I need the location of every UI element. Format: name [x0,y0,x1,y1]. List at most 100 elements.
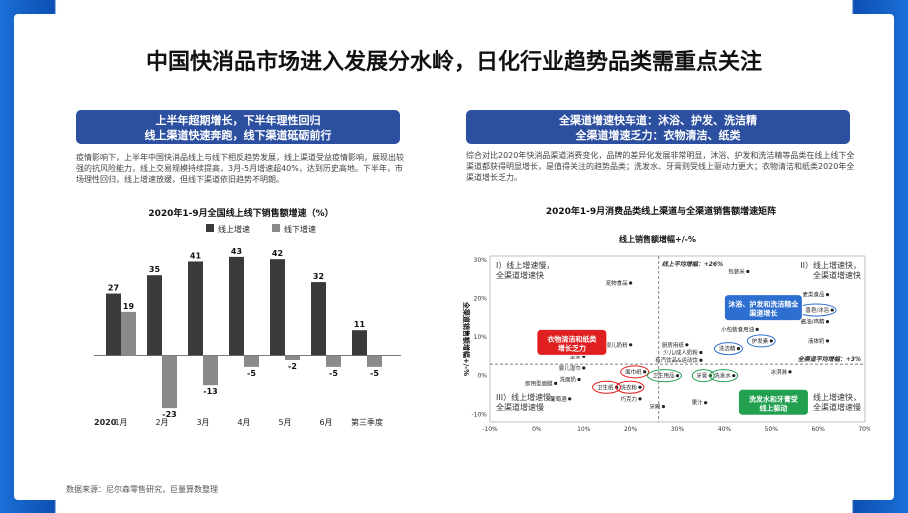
callout-bottom-box [737,388,809,416]
bar-offline [162,355,177,409]
matrix-point-label: 卫生用品 [652,372,675,380]
bar-offline [326,355,341,367]
bar-offline [367,355,382,367]
matrix-point [568,397,572,401]
bar-category-label: 4月 [237,418,250,427]
bar-value-label: 32 [313,272,324,281]
bar-offline [244,355,259,367]
online-average-label: 线上平均增幅：+26% [662,260,723,268]
highlight-ring [647,369,682,383]
matrix-point [661,404,666,409]
matrix-point-label: 香皂/沐浴 [805,306,829,314]
matrix-point [788,370,792,374]
callout-top-line2: 渠道增长 [748,309,778,318]
matrix-point [746,269,750,274]
matrix-y-tick: -10% [471,411,487,418]
bar-value-label: 35 [149,265,161,274]
bar-category-label: 2月 [155,418,168,427]
matrix-point [732,374,736,378]
bar-online [311,282,326,356]
legend-swatch-online [206,224,214,232]
bar-online [188,261,203,356]
matrix-y-tick: 0% [477,373,487,380]
bar-category-label: 5月 [278,418,291,427]
matrix-point-label: 洗发水 [714,372,731,380]
matrix-x-axis-title: 线上销售额增幅+/-% [619,234,696,244]
bar-value-label: -5 [247,369,256,378]
matrix-x-tick: 40% [718,426,732,433]
matrix-point-label: 面巾纸 [625,368,642,376]
matrix-point-label: 洗面奶 [560,376,577,384]
bar-value-label: 11 [354,320,366,329]
matrix-point-label: 坚果 [570,352,582,360]
quadrant-2-label-line1: II）线上增速快， [800,260,861,270]
highlight-ring [691,369,715,383]
slide-page: 中国快消品市场进入发展分水岭，日化行业趋势品类需重点关注 上半年超期增长，下半年… [14,14,894,500]
bar-online [352,330,367,356]
matrix-point [685,343,689,347]
right-box-line1: 全渠道增速快车道：沐浴、护发、洗洁精 [559,114,757,127]
bar-value-label: 41 [190,251,202,260]
omni-average-label: 全渠道平均增幅：+3% [798,355,861,363]
highlight-ring [713,342,743,356]
bar-value-label: 42 [272,249,283,258]
callout-bottom-line2: 线上驱动 [759,403,787,412]
matrix-y-tick: 20% [474,295,488,302]
matrix-point [582,366,586,370]
bar-year-label: 2020 [94,418,117,427]
quadrant-1-label-line2: 全渠道增速快 [496,270,544,280]
matrix-point [638,385,642,389]
matrix-x-tick: 60% [811,426,825,433]
matrix-x-tick: 20% [624,426,638,433]
matrix-point-label: 牙膏 [696,372,708,380]
bar-offline [121,311,136,356]
matrix-point-label: 酱油/鸡精 [801,318,825,326]
callout-top-line1: 沐浴、护发和洗洁精全 [728,300,799,309]
matrix-point [699,358,703,362]
left-box-line2: 线上渠道快速奔跑，线下渠道砥砺前行 [144,129,332,142]
matrix-chart-title: 2020年1-9月消费品类线上渠道与全渠道销售额增速矩阵 [545,207,777,217]
matrix-point [675,374,680,378]
matrix-x-tick: -10% [482,426,498,433]
matrix-point-label: 果汁 [692,399,704,407]
page-title: 中国快消品市场进入发展分水岭，日化行业趋势品类需重点关注 [145,50,762,75]
legend-label-online: 线上增速 [218,224,250,234]
bar-value-label: 43 [231,247,242,256]
matrix-point [825,320,830,324]
callout-left-line1: 衣物清洁和纸类 [547,334,597,343]
highlight-ring [592,380,622,394]
quadrant-3-label-line2: 全渠道增速慢 [496,402,544,412]
quadrant-4-label-line1: IV）线上增速快， [797,392,861,402]
matrix-point-label: 洗衣粉 [620,383,637,391]
highlight-ring [746,334,776,348]
left-summary-box: 上半年超期增长，下半年理性回归 线上渠道快速奔跑，线下渠道砥砺前行 [76,110,400,144]
callout-top-box [723,294,803,322]
quadrant-3-label-line1: III）线上增速慢， [496,392,559,402]
matrix-point-label: 即用型面膜 [525,379,553,387]
matrix-x-tick: 70% [858,426,870,433]
right-paragraph: 综合对比2020年快消品渠道消费变化，品牌的差异化发展非常明显，沐浴、护发和洗洁… [466,151,855,182]
matrix-point-label: 婴儿湿巾 [559,364,581,372]
bar-offline [285,355,300,360]
bar-value-label: -2 [288,362,297,371]
matrix-point-label: 冰淇淋 [770,368,787,376]
matrix-y-axis-title: 全渠道销售额增幅+/-% [462,301,471,376]
matrix-x-tick: 30% [671,426,685,433]
matrix-chart: 线上销售额增幅+/-% 全渠道销售额增幅+/-% -10% 0% 10% 20% 30% 40… [462,234,870,433]
matrix-x-tick: 50% [765,426,779,433]
matrix-point-label: 护发素 [752,337,769,345]
matrix-point-label: 小包装食用油 [721,325,755,333]
matrix-point [704,401,708,405]
right-summary-box: 全渠道增速快车道：沐浴、护发、洗洁精 全渠道增速乏力：衣物清洁、纸类 [466,110,850,144]
matrix-point-label: 包装米 [728,267,745,275]
bar-value-label: 27 [108,284,119,293]
matrix-point [825,339,830,343]
bar-value-label: -23 [162,410,176,419]
matrix-point-label: 液体奶 [808,337,825,345]
bar-online [147,275,162,356]
matrix-point-label: 有汽饮品&运动饮 [655,356,698,364]
highlight-ring [620,365,650,379]
data-source: 数据来源：尼尔森零售研究，巨量算数整理 [66,485,218,494]
matrix-point-label: 卫生纸 [597,383,614,391]
